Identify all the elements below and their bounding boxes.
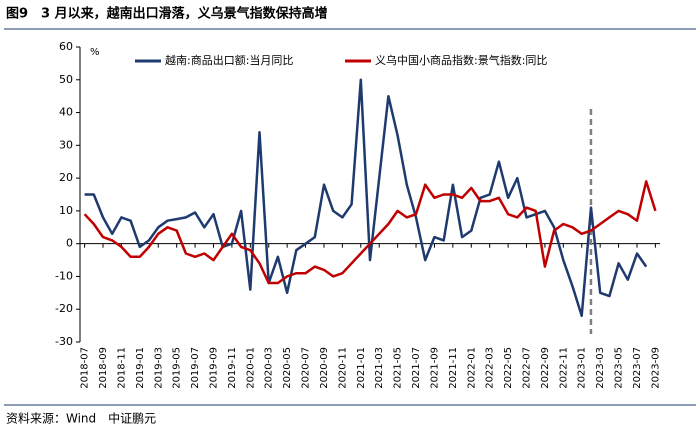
x-tick-label: 2022-11 (558, 347, 569, 389)
x-tick-label: 2018-11 (116, 347, 127, 389)
x-tick-label: 2018-09 (98, 347, 109, 389)
source: 资料来源：Wind 中证鹏元 (6, 411, 156, 426)
series-line (83, 180, 657, 285)
x-tick-label: 2022-07 (522, 347, 533, 389)
x-tick-label: 2022-09 (540, 347, 551, 389)
x-tick-label: 2023-05 (614, 347, 625, 389)
x-tick-label: 2022-01 (466, 347, 477, 389)
x-tick-label: 2021-05 (393, 347, 404, 389)
y-tick-label: -30 (55, 335, 73, 348)
y-tick-label: 40 (59, 106, 73, 119)
x-tick-label: 2023-01 (577, 347, 588, 389)
y-unit: % (90, 47, 100, 58)
x-tick-label: 2019-01 (135, 347, 146, 389)
legend-label: 越南:商品出口额:当月同比 (165, 53, 293, 67)
y-tick-label: 20 (59, 171, 73, 184)
y-tick-label: 50 (59, 73, 73, 86)
x-tick-label: 2019-05 (172, 347, 183, 389)
x-tick-label: 2019-07 (190, 347, 201, 389)
x-tick-label: 2020-05 (282, 347, 293, 389)
x-tick-label: 2023-03 (595, 347, 606, 389)
y-tick-label: 60 (59, 40, 73, 53)
x-tick-label: 2021-09 (429, 347, 440, 389)
x-tick-label: 2021-11 (448, 347, 459, 389)
x-tick-label: 2021-07 (411, 347, 422, 389)
x-tick-label: 2020-07 (301, 347, 312, 389)
y-tick-label: -20 (55, 302, 73, 315)
x-tick-label: 2019-03 (153, 347, 164, 389)
x-tick-label: 2018-07 (80, 347, 91, 389)
y-tick-label: 0 (66, 237, 73, 250)
x-tick-label: 2020-11 (337, 347, 348, 389)
x-tick-label: 2020-09 (319, 347, 330, 389)
x-tick-label: 2023-07 (632, 347, 643, 389)
x-tick-label: 2022-03 (485, 347, 496, 389)
y-tick-label: 30 (59, 138, 73, 151)
legend-label: 义乌中国小商品指数:景气指数:同比 (375, 53, 547, 67)
y-tick-label: -10 (55, 269, 73, 282)
x-tick-label: 2021-03 (374, 347, 385, 389)
x-tick-label: 2019-11 (227, 347, 238, 389)
y-tick-label: 10 (59, 204, 73, 217)
x-tick-label: 2021-01 (356, 347, 367, 389)
x-tick-label: 2023-09 (650, 347, 661, 389)
series-line (84, 78, 648, 318)
x-tick-label: 2020-01 (245, 347, 256, 389)
x-tick-label: 2022-05 (503, 347, 514, 389)
chart-title: 图9 3 月以来，越南出口滑落，义乌景气指数保持高增 (6, 6, 328, 22)
x-tick-label: 2019-09 (208, 347, 219, 389)
x-tick-label: 2020-03 (264, 347, 275, 389)
